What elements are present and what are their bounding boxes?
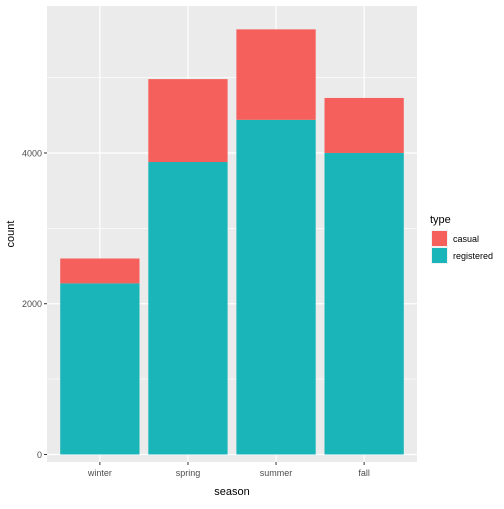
x-tick-label: summer bbox=[260, 468, 293, 478]
y-tick-label: 2000 bbox=[22, 299, 42, 309]
x-tick-label: spring bbox=[176, 468, 201, 478]
y-tick-label: 4000 bbox=[22, 148, 42, 158]
bar-casual-summer bbox=[236, 29, 316, 120]
bars bbox=[60, 29, 404, 455]
legend-key-casual bbox=[432, 231, 447, 246]
bar-registered-spring bbox=[148, 162, 228, 455]
legend-label-registered: registered bbox=[453, 251, 493, 261]
y-axis-title: count bbox=[5, 221, 17, 248]
bar-registered-winter bbox=[60, 283, 140, 455]
legend-key-registered bbox=[432, 248, 447, 263]
y-axis: 0 2000 4000 bbox=[22, 148, 47, 460]
bar-casual-winter bbox=[60, 258, 140, 284]
x-tick-label: winter bbox=[87, 468, 112, 478]
x-axis-title: season bbox=[214, 486, 249, 498]
bar-registered-summer bbox=[236, 119, 316, 455]
bar-casual-spring bbox=[148, 79, 228, 163]
x-axis: winter spring summer fall bbox=[87, 462, 370, 478]
legend: type casual registered bbox=[430, 214, 493, 264]
legend-label-casual: casual bbox=[453, 234, 479, 244]
bar-casual-fall bbox=[324, 97, 404, 153]
y-tick-label: 0 bbox=[37, 450, 42, 460]
bar-registered-fall bbox=[324, 152, 404, 455]
legend-title: type bbox=[430, 214, 451, 226]
legend-items: casual registered bbox=[431, 230, 493, 264]
x-tick-label: fall bbox=[358, 468, 370, 478]
